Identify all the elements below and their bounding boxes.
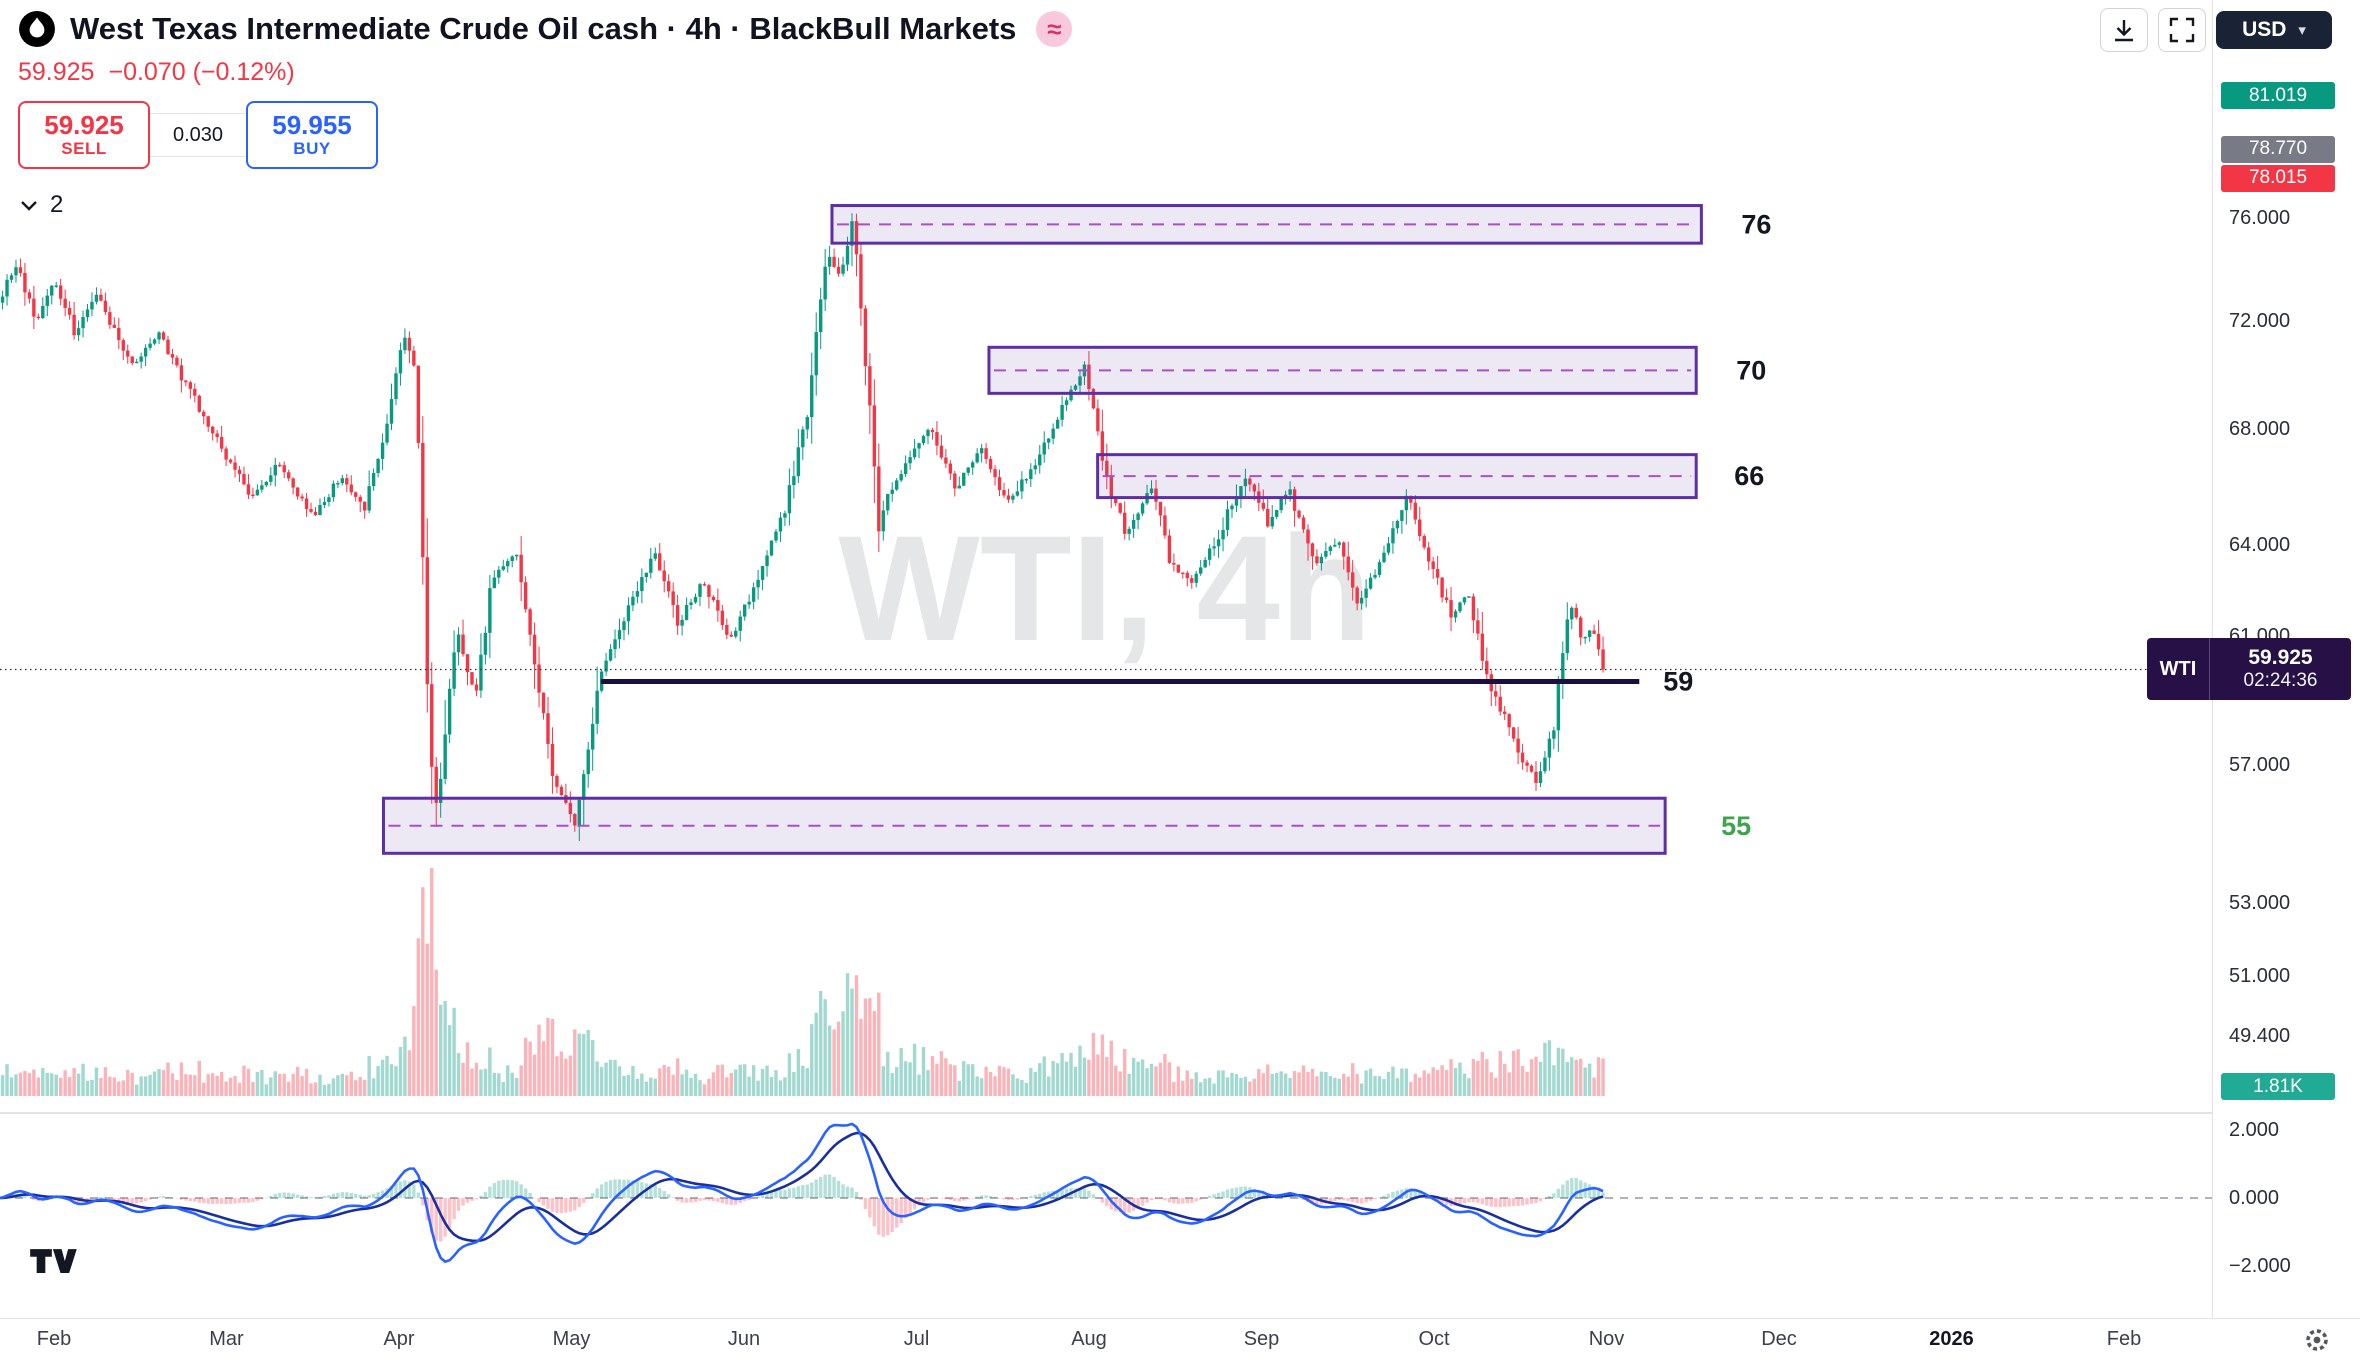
fullscreen-button[interactable] [2158,8,2206,52]
time-tick: Feb [36,1328,72,1350]
chart-legend: West Texas Intermediate Crude Oil cash ·… [18,10,1073,219]
zones-layer: 76 70 66 55 [381,204,1771,855]
price-tick: 57.000 [2229,753,2291,776]
svg-text:55: 55 [1721,811,1751,841]
time-tick: 2026 [1929,1328,1974,1350]
price-tick: 76.000 [2229,207,2291,229]
price-change: −0.070 (−0.12%) [108,58,295,86]
price-badge-symbol: WTI [2147,638,2210,700]
caret-down-icon: ▾ [2298,22,2306,39]
oscillator-tick: −2.000 [2229,1255,2291,1277]
time-tick: Aug [1071,1328,1107,1350]
time-tick: Apr [383,1328,415,1350]
price-change-row: 59.925 −0.070 (−0.12%) [18,58,1072,87]
objects-count: 2 [50,191,64,218]
time-tick: May [552,1328,591,1350]
buy-label: BUY [293,139,331,159]
main-chart-canvas[interactable]: WTI, 4h 76 70 66 55 59 [0,0,2212,1318]
time-tick: Jun [727,1328,761,1350]
sell-label: SELL [61,139,107,159]
download-icon [2115,20,2133,42]
sell-price: 59.925 [44,109,124,140]
price-tick: 53.000 [2229,891,2291,914]
oscillator-main-line [0,1122,1604,1264]
oscillator-tick: 0.000 [2229,1187,2280,1209]
time-axis[interactable]: Feb Mar Apr May Jun Jul Aug Sep Oct Nov Dec 2026 Feb [0,1318,2360,1362]
download-button[interactable] [2100,8,2148,52]
svg-text:59: 59 [1663,666,1693,696]
spread-value: 0.030 [150,113,246,157]
sell-button[interactable]: 59.925 SELL [18,101,150,169]
delayed-data-icon[interactable]: ≈ [1036,11,1073,47]
tradingview-logo[interactable] [28,1240,80,1285]
buy-button[interactable]: 59.955 BUY [246,101,378,169]
price-tick: 72.000 [2229,309,2291,332]
watermark: WTI, 4h [838,504,1371,672]
svg-text:70: 70 [1736,355,1766,385]
volume-marker-label: 1.81K [2221,1073,2335,1100]
time-tick: Feb [2106,1328,2142,1350]
svg-text:76: 76 [1741,209,1771,239]
time-tick: Dec [1761,1328,1797,1350]
price-marker-label: 78.770 [2221,135,2335,163]
time-tick: Nov [1588,1328,1625,1350]
time-tick: Sep [1243,1328,1280,1350]
blackbull-logo-icon [19,11,55,47]
price-marker-label: 78.015 [2221,164,2335,192]
time-tick: Oct [1418,1328,1450,1350]
symbol-title[interactable]: West Texas Intermediate Crude Oil cash ·… [70,11,1017,46]
time-tick: Jul [903,1328,930,1350]
settings-gear-icon[interactable] [2304,1327,2330,1358]
buy-sell-widget: 59.925 SELL 0.030 59.955 BUY [18,101,1072,169]
price-tick: 68.000 [2229,418,2291,441]
current-price-badge: WTI 59.925 02:24:36 [2147,638,2351,700]
price-tick: 49.400 [2229,1025,2291,1048]
candles-layer [0,213,1605,842]
price-tick: 64.000 [2229,533,2291,556]
buy-price: 59.955 [272,109,352,140]
volume-layer [0,868,1605,1096]
price-tick: 51.000 [2229,964,2291,987]
price-badge-countdown: 02:24:36 [2243,670,2318,692]
fullscreen-icon [2169,17,2195,43]
currency-dropdown[interactable]: USD ▾ [2216,11,2332,49]
price-marker-label: 81.019 [2221,82,2335,110]
last-price: 59.925 [18,58,95,86]
time-tick: Mar [209,1328,244,1350]
price-badge-value: 59.925 [2248,646,2313,669]
top-right-toolbar: USD ▾ [2100,8,2332,52]
price-axis[interactable]: WTI 59.925 02:24:36 76.000 72.000 68.000 64… [2147,0,2360,1318]
currency-label: USD [2242,18,2287,41]
oscillator-tick: 2.000 [2229,1119,2280,1141]
chevron-down-icon[interactable] [18,194,40,216]
svg-text:66: 66 [1734,461,1764,491]
